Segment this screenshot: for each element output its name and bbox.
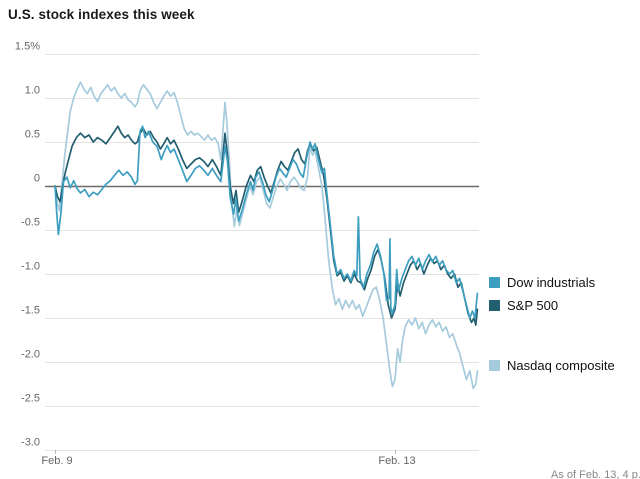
x-axis-tick-label: Feb. 9 <box>41 455 72 467</box>
as-of-footnote: As of Feb. 13, 4 p.m. ET <box>551 469 640 479</box>
legend-item-sp500: S&P 500 <box>489 299 558 312</box>
dow-swatch-icon <box>489 277 500 288</box>
legend-label-sp500: S&P 500 <box>507 298 559 313</box>
y-axis-tick-label: -0.5 <box>21 217 40 229</box>
y-axis-tick-label: -2.5 <box>21 393 40 405</box>
y-axis-tick-label: -1.5 <box>21 305 40 317</box>
y-axis-tick-label: -3.0 <box>21 437 40 449</box>
y-axis-tick-label: 0 <box>34 173 40 185</box>
legend-label-dow: Dow industrials <box>507 275 596 290</box>
nasdaq-series-line <box>54 81 479 390</box>
y-axis-tick-label: 1.5% <box>15 41 40 53</box>
legend-item-dow: Dow industrials <box>489 276 595 289</box>
chart-title: U.S. stock indexes this week <box>8 7 195 22</box>
y-axis-tick-label: -2.0 <box>21 349 40 361</box>
sp500-series-line <box>54 125 479 326</box>
y-axis-tick-label: -1.0 <box>21 261 40 273</box>
dow-series-line <box>54 125 479 319</box>
y-axis-tick-label: 1.0 <box>25 85 40 97</box>
nasdaq-swatch-icon <box>489 360 500 371</box>
legend-item-nasdaq: Nasdaq composite <box>489 359 615 372</box>
x-axis-tick-label: Feb. 13 <box>378 455 415 467</box>
sp500-swatch-icon <box>489 300 500 311</box>
y-axis-tick-label: 0.5 <box>25 129 40 141</box>
legend-label-nasdaq: Nasdaq composite <box>507 358 615 373</box>
